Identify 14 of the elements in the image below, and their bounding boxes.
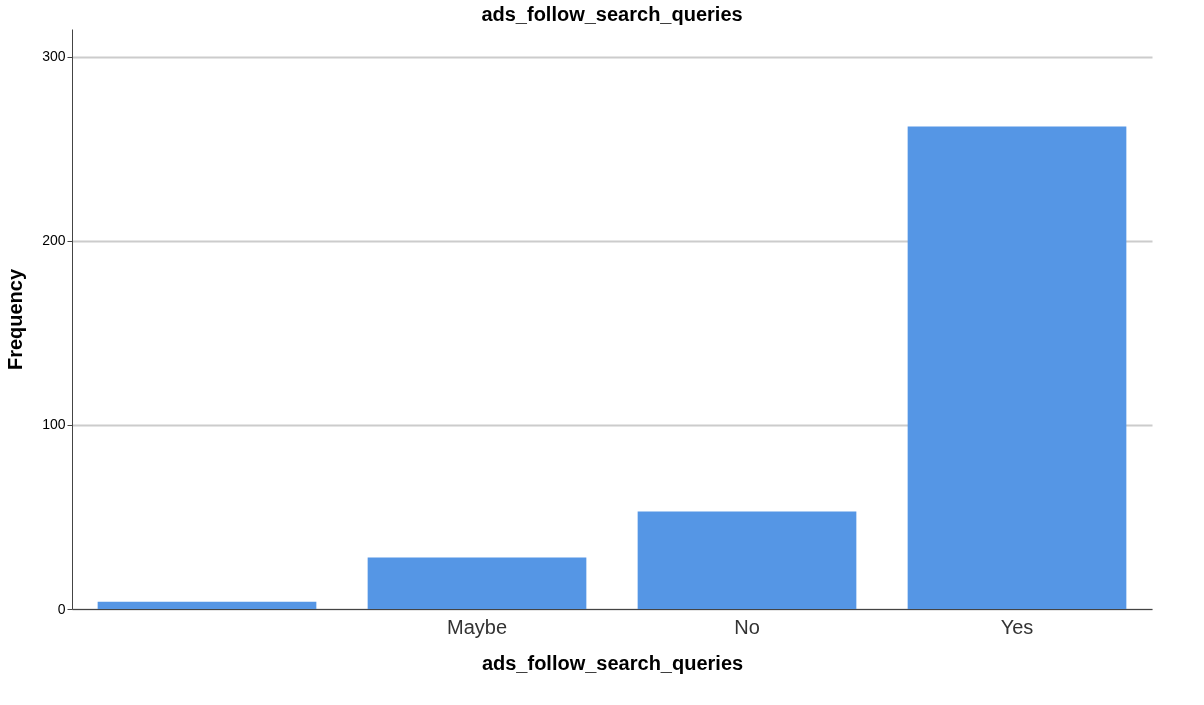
x-tick-label: Yes <box>1000 615 1034 638</box>
y-tick-label: 300 <box>42 48 66 65</box>
y-tick-label: 0 <box>57 600 66 617</box>
x-axis-title: ads_follow_search_queries <box>481 651 744 674</box>
y-axis-title: Frequency <box>4 268 27 371</box>
y-tick-label: 200 <box>42 232 66 249</box>
bar <box>367 557 587 609</box>
bar <box>907 126 1127 609</box>
chart-title: ads_follow_search_queries <box>481 3 743 25</box>
x-tick-label: Maybe <box>446 615 508 638</box>
bar <box>97 601 317 609</box>
bar <box>637 511 857 609</box>
y-tick-label: 100 <box>42 416 66 433</box>
x-tick-label: No <box>734 615 760 638</box>
